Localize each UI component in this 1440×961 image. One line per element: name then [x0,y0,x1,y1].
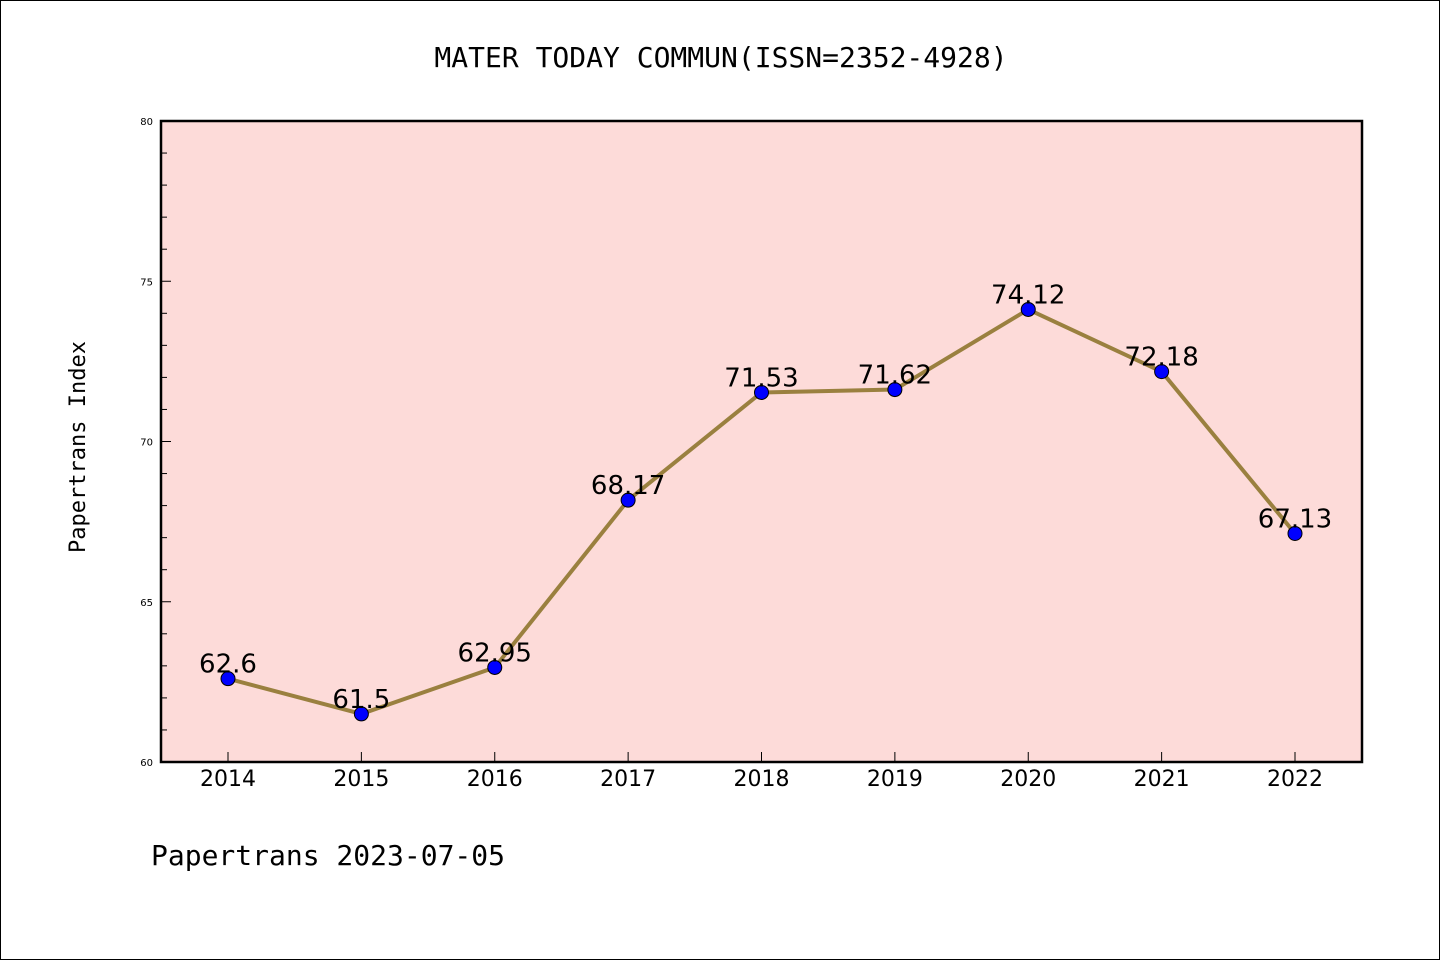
x-tick-label: 2015 [333,767,389,792]
series-layer [220,301,1303,722]
y-tick-label: 75 [140,277,153,288]
chart-title: MATER TODAY COMMUN(ISSN=2352-4928) [434,41,1007,74]
plot-area [161,121,1362,762]
y-tick-label: 70 [140,438,153,449]
data-point [1020,301,1036,317]
x-tick-label: 2018 [734,767,790,792]
x-tick-label: 2020 [1000,767,1056,792]
data-labels-layer: 62.6 61.5 62.95 68.17 71.53 71.62 74.12 72.18 67… [199,280,1332,714]
data-point [887,382,903,398]
x-tick-label: 2016 [467,767,523,792]
x-tick-label: 2019 [867,767,923,792]
data-point [1287,525,1303,541]
x-tick-label: 2022 [1267,767,1323,792]
y-tick-label: 65 [140,598,153,609]
data-point [754,384,769,400]
data-point [487,659,503,675]
x-axis: 2014 2015 2016 2017 2018 2019 2020 2021 2022 [200,752,1323,792]
data-point [1154,364,1170,380]
data-label: 61.5 [332,685,390,715]
data-label: 62.95 [458,638,532,668]
data-label: 71.62 [858,361,932,391]
data-point [220,671,236,687]
data-label: 71.53 [724,363,798,393]
data-point [353,706,369,722]
data-point [620,492,636,508]
x-tick-label: 2021 [1134,767,1190,792]
plot-border [159,119,1364,764]
x-tick-label: 2017 [600,767,656,792]
data-label: 62.6 [199,650,257,680]
y-tick-label: 80 [140,117,153,128]
footer-note: Papertrans 2023-07-05 [151,839,505,872]
y-tick-label: 60 [140,758,153,769]
data-label: 72.18 [1124,343,1198,373]
data-label: 67.13 [1258,504,1332,534]
data-label: 74.12 [991,280,1065,310]
x-tick-label: 2014 [200,767,256,792]
y-axis-label: Papertrans Index [66,341,91,553]
data-label: 68.17 [591,471,665,501]
